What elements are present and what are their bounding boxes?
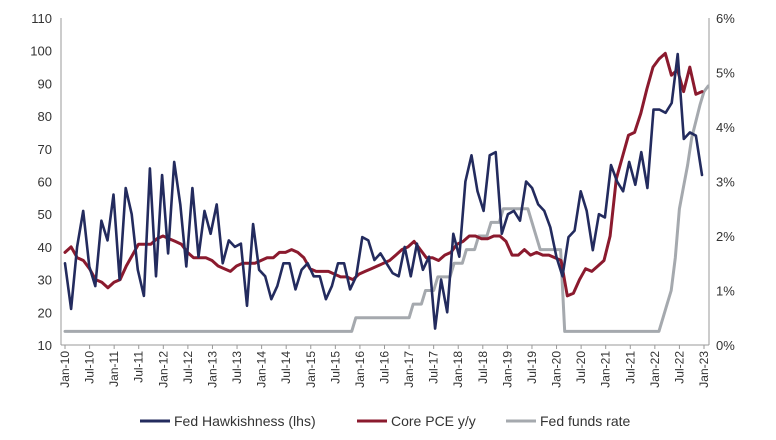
x-tick-label: Jan-14 <box>255 351 269 388</box>
x-tick-label: Jul-22 <box>672 351 686 384</box>
x-tick-label: Jan-16 <box>353 351 367 388</box>
right-tick-label: 1% <box>716 284 735 299</box>
left-tick-label: 60 <box>38 175 52 190</box>
x-tick-label: Jan-13 <box>205 351 219 388</box>
left-tick-label: 70 <box>38 142 52 157</box>
x-tick-label: Jul-16 <box>378 351 392 384</box>
x-tick-label: Jan-17 <box>402 351 416 388</box>
x-tick-label: Jul-19 <box>525 351 539 384</box>
x-tick-label: Jul-21 <box>623 351 637 384</box>
left-tick-label: 90 <box>38 76 52 91</box>
series-line-fed-funds-rate <box>63 84 710 333</box>
legend-fed-hawkishness-label: Fed Hawkishness (lhs) <box>174 413 316 429</box>
x-tick-label: Jul-18 <box>476 351 490 384</box>
x-tick-label: Jan-10 <box>58 351 72 388</box>
x-tick-label: Jul-15 <box>328 351 342 384</box>
series-line-fed-hawkishness <box>63 52 704 330</box>
left-tick-label: 10 <box>38 338 52 353</box>
x-tick-label: Jul-13 <box>230 351 244 384</box>
series-layer <box>63 51 710 333</box>
chart-axes: 10 20 30 40 50 60 70 80 90 100 110 0% 1% 2% 3% 4% 5% 6% Ja… <box>30 11 735 388</box>
right-tick-label: 2% <box>716 229 735 244</box>
x-tick-label: Jul-11 <box>132 351 146 383</box>
x-tick-label: Jan-11 <box>107 351 121 387</box>
x-tick-label: Jan-18 <box>451 351 465 388</box>
x-tick-label: Jan-23 <box>697 351 711 388</box>
left-tick-label: 80 <box>38 109 52 124</box>
right-tick-label: 4% <box>716 120 735 135</box>
left-tick-label: 30 <box>38 273 52 288</box>
x-tick-label: Jan-20 <box>550 351 564 388</box>
right-tick-label: 6% <box>716 11 735 26</box>
x-tick-label: Jan-15 <box>304 351 318 388</box>
legend-fed-funds-rate-label: Fed funds rate <box>540 413 630 429</box>
left-tick-label: 110 <box>31 11 52 26</box>
x-tick-label: Jul-14 <box>279 351 293 384</box>
x-tick-label: Jan-21 <box>599 351 613 388</box>
x-tick-label: Jan-22 <box>648 351 662 388</box>
right-tick-label: 5% <box>716 66 735 81</box>
x-tick-label: Jul-20 <box>574 351 588 384</box>
left-tick-label: 50 <box>38 207 52 222</box>
left-tick-label: 40 <box>38 240 52 255</box>
left-tick-label: 20 <box>38 305 52 320</box>
right-tick-label: 3% <box>716 175 735 190</box>
series-line-core-pce <box>63 51 704 298</box>
legend-core-pce-label: Core PCE y/y <box>391 413 476 429</box>
right-tick-label: 0% <box>716 338 735 353</box>
x-tick-label: Jul-10 <box>83 351 97 384</box>
x-tick-label: Jan-19 <box>500 351 514 388</box>
x-tick-label: Jul-12 <box>181 351 195 384</box>
x-tick-label: Jul-17 <box>427 351 441 384</box>
left-tick-label: 100 <box>30 44 52 59</box>
x-tick-label: Jan-12 <box>156 351 170 388</box>
legend: Fed Hawkishness (lhs) Core PCE y/y Fed fun… <box>140 413 630 429</box>
